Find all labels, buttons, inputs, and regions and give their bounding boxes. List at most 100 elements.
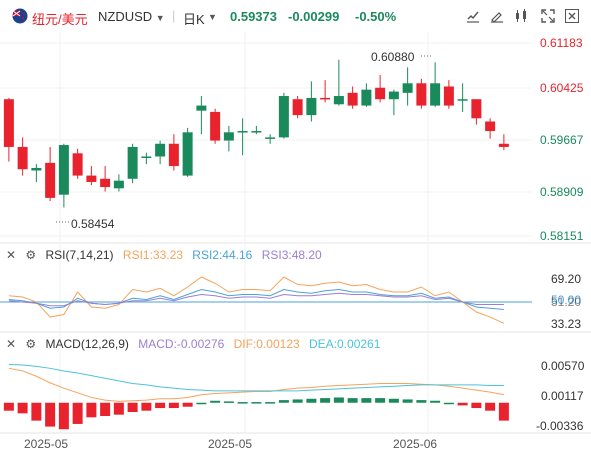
- rsi3-value: RSI3:48.20: [261, 248, 322, 262]
- candle-body: [155, 143, 166, 157]
- dif-line: [8, 367, 504, 402]
- dea-value: DEA:0.00261: [309, 337, 381, 351]
- price-tick: 0.58909: [540, 185, 584, 199]
- candle-body: [278, 96, 289, 138]
- rsi-tick: 50.00: [551, 293, 582, 307]
- macd-bar: [361, 398, 372, 403]
- rsi1-value: RSI1:33.23: [122, 248, 183, 262]
- dea-line: [8, 363, 504, 392]
- close-icon[interactable]: [565, 9, 579, 23]
- candle-body: [86, 175, 97, 182]
- macd-value: MACD:-0.00276: [138, 337, 225, 351]
- macd-bar: [278, 400, 289, 403]
- price-tick: 0.58151: [540, 229, 584, 243]
- macd-bar: [72, 402, 83, 424]
- macd-bar: [251, 402, 262, 404]
- macd-bar: [416, 400, 427, 403]
- rsi-tick: 33.23: [551, 317, 582, 331]
- macd-bar: [498, 402, 509, 421]
- settings-icon[interactable]: ⚙: [25, 337, 37, 351]
- macd-bar: [155, 402, 166, 409]
- price-change: -0.00299: [288, 9, 340, 24]
- macd-bar: [306, 398, 317, 403]
- price-tick: 0.60425: [540, 81, 584, 95]
- macd-bar: [265, 402, 276, 404]
- macd-bar: [320, 398, 331, 403]
- chevron-down-icon: ▼: [155, 13, 165, 23]
- date-tick: 2025-05: [24, 437, 69, 451]
- rsi1-line: [8, 276, 505, 324]
- candle-body: [45, 162, 56, 198]
- pair-cn-name: 纽元/美元: [32, 12, 88, 27]
- price-change-pct: -0.50%: [355, 9, 397, 24]
- candle-body: [333, 96, 344, 105]
- macd-bar: [17, 402, 28, 414]
- macd-bar: [333, 397, 344, 403]
- rsi-tick: 69.20: [551, 272, 582, 286]
- indicator-icon[interactable]: [514, 9, 528, 23]
- settings-icon[interactable]: ⚙: [25, 248, 37, 262]
- candle-body: [58, 145, 69, 195]
- chart-header: 纽元/美元 NZDUSD ▼ | 日K ▼ 0.59373 -0.00299 -…: [0, 0, 591, 32]
- candle-body: [72, 153, 83, 176]
- candle-body: [237, 131, 248, 133]
- macd-bar: [485, 402, 496, 411]
- candle-body: [223, 132, 234, 141]
- candle-body: [471, 99, 482, 119]
- candle-body: [127, 146, 138, 179]
- macd-bar: [210, 400, 221, 403]
- dif-value: DIF:0.00123: [233, 337, 300, 351]
- rsi-title: RSI(7,14,21): [45, 248, 114, 262]
- collapse-icon[interactable]: ✕: [6, 337, 17, 351]
- candle-body: [416, 83, 427, 106]
- candle-body: [292, 99, 303, 116]
- candle-body: [182, 132, 193, 176]
- candle-body: [100, 178, 111, 188]
- rsi-header: ✕ ⚙ RSI(7,14,21) RSI1:33.23 RSI2:44.16 R…: [6, 248, 328, 262]
- candle-body: [17, 146, 28, 170]
- date-tick: 2025-05: [208, 437, 253, 451]
- symbol-selector[interactable]: NZDUSD ▼: [98, 9, 165, 24]
- macd-header: ✕ ⚙ MACD(12,26,9) MACD:-0.00276 DIF:0.00…: [6, 337, 386, 351]
- candle-body: [485, 121, 496, 132]
- candle-body: [265, 137, 276, 139]
- macd-bar: [471, 402, 482, 409]
- draw-tool-icon[interactable]: [490, 9, 504, 23]
- timeframe-chevron-icon: ▼: [208, 12, 217, 22]
- price-tick: 0.59667: [540, 133, 584, 147]
- high-price-label: 0.60880: [371, 50, 415, 64]
- candle-body: [113, 180, 124, 189]
- timeframe-selector[interactable]: 日K: [183, 12, 205, 27]
- last-price: 0.59373: [230, 9, 277, 24]
- macd-bar: [402, 399, 413, 403]
- macd-bar: [347, 398, 358, 403]
- macd-bar: [182, 402, 193, 407]
- fullscreen-icon[interactable]: [541, 9, 555, 23]
- candle-body: [361, 89, 372, 106]
- macd-bar: [237, 402, 248, 404]
- macd-bar: [443, 402, 454, 405]
- candle-body: [430, 83, 441, 106]
- candle-body: [498, 143, 509, 147]
- macd-bar: [223, 401, 234, 403]
- macd-bar: [31, 402, 42, 421]
- macd-bar: [388, 398, 399, 403]
- macd-bar: [141, 402, 152, 411]
- candle-body: [306, 97, 317, 116]
- chart-settings-icon[interactable]: [466, 9, 480, 23]
- price-tick: 0.61183: [540, 36, 583, 50]
- macd-tick: 0.00570: [541, 359, 585, 373]
- candle-body: [402, 83, 413, 93]
- candle-body: [320, 97, 331, 100]
- rsi-tick: 51.20: [551, 295, 582, 309]
- macd-bar: [127, 402, 138, 413]
- collapse-icon[interactable]: ✕: [6, 248, 17, 262]
- candle-body: [196, 105, 207, 111]
- candle-body: [443, 86, 454, 106]
- macd-bar: [86, 402, 97, 418]
- macd-tick: 0.00117: [541, 389, 584, 403]
- rsi2-value: RSI2:44.16: [192, 248, 253, 262]
- macd-tick: -0.00336: [536, 419, 584, 433]
- candle-body: [141, 156, 152, 158]
